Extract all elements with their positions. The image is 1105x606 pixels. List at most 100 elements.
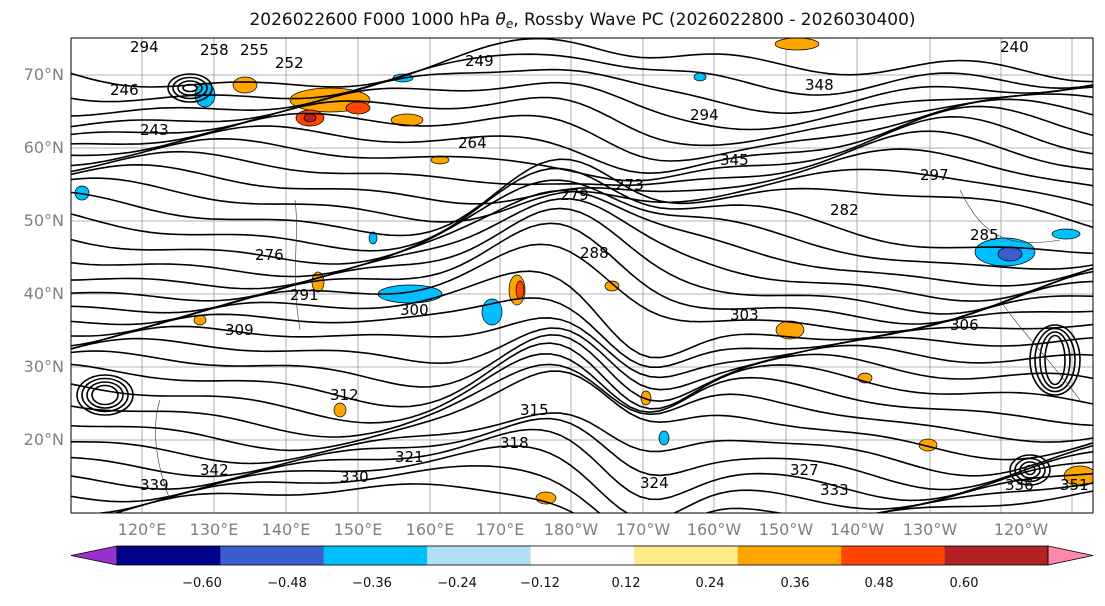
theta-e-contour	[71, 148, 1093, 205]
colorbar-segment	[634, 546, 738, 565]
longitude-label: 150°W	[758, 520, 814, 539]
longitude-label: 140°W	[829, 520, 885, 539]
contour-value-label: 243	[140, 121, 169, 139]
longitude-label: 120°E	[117, 520, 167, 539]
theta-e-contour	[71, 158, 1093, 237]
contour-value-label: 246	[110, 81, 139, 99]
longitude-label: 180°W	[543, 520, 599, 539]
colorbar-extend-high	[1047, 545, 1094, 566]
longitude-label: 170°E	[475, 520, 525, 539]
theta-e-contour	[71, 38, 1093, 88]
colorbar-segment	[530, 546, 635, 565]
contour-value-label: 339	[140, 476, 169, 494]
contour-value-label: 342	[200, 461, 229, 479]
contour-value-label: 324	[640, 474, 669, 492]
theta-e-contour	[71, 168, 1093, 223]
colorbar-segment	[841, 546, 945, 565]
contour-value-label: 336	[1005, 476, 1034, 494]
map-frame	[70, 37, 1094, 514]
longitude-label: 160°W	[686, 520, 742, 539]
theta-e-contour	[71, 327, 1093, 391]
contour-value-label: 276	[255, 246, 284, 264]
map-body: 294 258 255 252 249 246 243 240 264 273 276 279 282 2…	[71, 38, 1093, 513]
colorbar-frame	[116, 545, 1049, 566]
theta-e-contour	[71, 189, 1093, 287]
closed-contour	[86, 381, 124, 409]
closed-contour	[1044, 334, 1066, 386]
latitude-label: 70°N	[23, 65, 64, 84]
closed-contour	[1009, 454, 1051, 486]
theta-e-contour	[71, 167, 1093, 255]
closed-contour	[172, 76, 208, 100]
closed-contour	[1039, 331, 1071, 389]
theta-e-contour	[71, 270, 1093, 359]
contour-value-label: 294	[690, 106, 719, 124]
very-strong-warm-patches	[303, 113, 317, 123]
contour-value-label: 303	[730, 306, 759, 324]
theta-e-contour	[91, 465, 1093, 513]
contour-value-label: 285	[970, 226, 999, 244]
contour-value-label: 306	[950, 316, 979, 334]
colorbar-tick-label: 0.24	[695, 576, 725, 591]
warm-patch	[774, 38, 820, 51]
contour-value-label: 309	[225, 321, 254, 339]
closed-contour	[91, 384, 119, 406]
latitude-label: 40°N	[23, 284, 64, 303]
warm-patch	[232, 76, 258, 94]
strong-warm-patch	[345, 101, 371, 115]
closed-contour	[1034, 327, 1076, 393]
contour-value-label: 279	[560, 186, 589, 204]
warm-patches	[193, 38, 1093, 505]
theta-e-contour	[71, 297, 1093, 368]
contour-value-label: 252	[275, 54, 304, 72]
contour-value-label: 255	[240, 41, 269, 59]
colorbar-tick-label: −0.24	[437, 576, 477, 591]
latitude-label: 30°N	[23, 357, 64, 376]
closed-contour	[81, 377, 129, 413]
contour-value-label: 315	[520, 401, 549, 419]
closed-contour	[1029, 324, 1081, 396]
contour-value-label: 327	[790, 461, 819, 479]
latitude-label: 20°N	[23, 430, 64, 449]
colorbar-tick-label: 0.48	[864, 576, 894, 591]
anomaly-shading	[74, 38, 1093, 505]
colorbar	[70, 545, 1094, 566]
contour-value-label: 297	[920, 166, 949, 184]
colorbar-segment	[220, 546, 324, 565]
theta-e-contour	[71, 353, 1093, 427]
closed-contour	[177, 80, 203, 96]
colorbar-tick-label: −0.36	[352, 576, 392, 591]
contour-value-label: 345	[720, 151, 749, 169]
theta-e-contour	[71, 412, 1093, 477]
longitude-label: 160°E	[405, 520, 455, 539]
contour-value-label: 273	[615, 176, 644, 194]
cool-patch	[1051, 228, 1081, 240]
contour-value-label: 291	[290, 286, 319, 304]
contour-value-label: 318	[500, 434, 529, 452]
longitude-label: 130°E	[189, 520, 239, 539]
contour-value-label: 321	[395, 448, 424, 466]
theta-e-contour	[112, 483, 1093, 513]
theta-e-contour	[71, 53, 1093, 103]
theta-e-contour	[71, 417, 1093, 491]
colorbar-segment	[944, 546, 1048, 565]
theta-e-contour	[71, 207, 1093, 315]
contour-labels: 294 258 255 252 249 246 243 240 264 273 276 279 282 2…	[110, 38, 1089, 499]
theta-e-contour	[71, 98, 1093, 162]
longitude-label: 130°W	[902, 520, 958, 539]
longitude-label: 140°E	[261, 520, 311, 539]
theta-e-contour	[71, 370, 1093, 461]
coastlines	[155, 189, 1081, 501]
latitude-label: 60°N	[23, 138, 64, 157]
contour-value-label: 333	[820, 481, 849, 499]
contour-value-label: 294	[130, 38, 159, 56]
cool-patch	[693, 72, 707, 82]
closed-contour	[1014, 457, 1046, 483]
theta-e-contour	[71, 81, 1093, 131]
theta-e-contour	[71, 428, 1093, 502]
colorbar-segment	[117, 546, 221, 565]
colorbar-segment	[737, 546, 842, 565]
colorbar-tick-label: 0.36	[780, 576, 810, 591]
warm-patch	[333, 402, 347, 418]
